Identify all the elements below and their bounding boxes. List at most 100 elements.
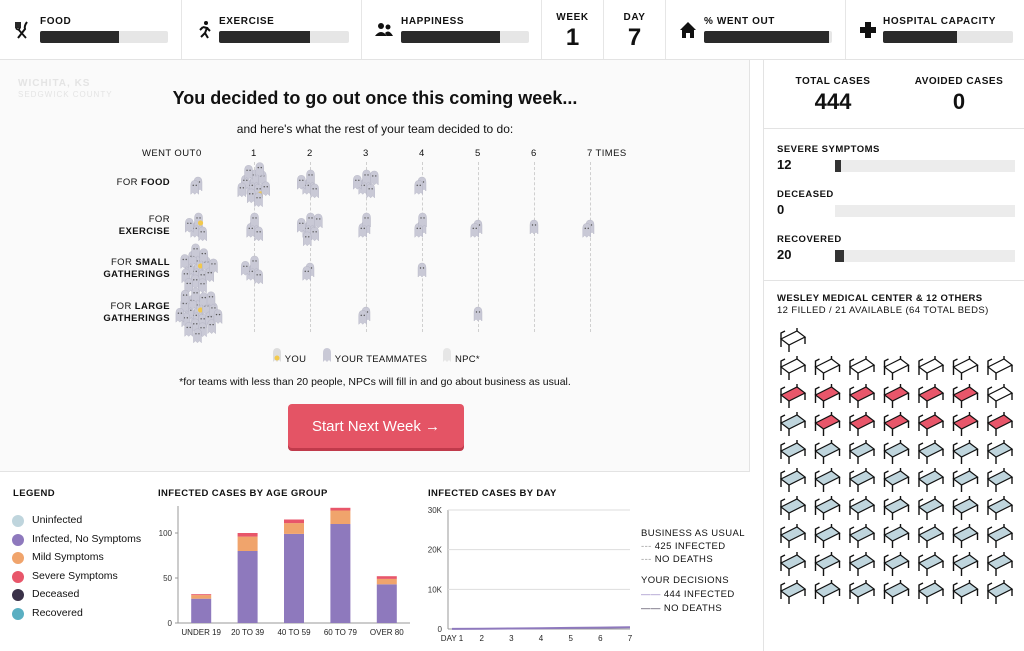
occupied-bed-icon <box>952 496 979 520</box>
occupied-bed-icon <box>779 412 807 436</box>
hospital-name: WESLEY MEDICAL CENTER & 12 OTHERS <box>777 293 983 304</box>
occupied-bed-icon <box>883 580 910 604</box>
occupied-bed-icon <box>883 552 910 576</box>
occupied-bed-icon <box>848 496 876 520</box>
occupied-bed-icon <box>848 468 876 492</box>
your-decisions-infected: —— 444 INFECTED <box>641 589 735 600</box>
age-bar-segment <box>376 576 397 579</box>
y-tick-label: 10K <box>428 585 443 594</box>
occupied-bed-icon <box>848 524 876 548</box>
legend-label: Infected, No Symptoms <box>32 532 142 545</box>
filled-bed-icon <box>952 412 979 436</box>
team-member-crowd <box>353 169 379 199</box>
team-member-crowd <box>237 162 270 208</box>
occupied-bed-icon <box>917 552 945 576</box>
occupied-bed-icon <box>917 496 945 520</box>
business-as-usual-title: BUSINESS AS USUAL <box>641 528 745 539</box>
series-line <box>451 626 631 630</box>
age-bar-segment <box>330 510 351 524</box>
day-chart-title: INFECTED CASES BY DAY <box>428 488 557 499</box>
teammate-figure <box>207 319 216 335</box>
filled-bed-icon <box>814 384 841 408</box>
total-cases-value: 444 <box>814 89 852 114</box>
teammate-figure <box>362 169 371 185</box>
age-bar-segment <box>284 523 304 534</box>
x-tick-label: 7 <box>628 634 633 643</box>
legend-teammates: YOUR TEAMMATES <box>322 348 427 365</box>
severe-symptoms-bar <box>835 160 1015 172</box>
recovered-bar <box>835 250 1015 262</box>
legend-label: Recovered <box>32 607 83 619</box>
teammate-figure <box>199 248 208 264</box>
occupied-bed-icon <box>986 496 1014 520</box>
x-tick-label: UNDER 19 <box>181 628 221 637</box>
day-value: 7 <box>627 24 642 51</box>
teammate-figure <box>362 212 371 228</box>
occupied-bed-icon <box>814 552 841 576</box>
legend-swatch <box>12 608 24 620</box>
food-label: FOOD <box>40 16 72 27</box>
filled-bed-icon <box>779 384 807 408</box>
column-header: 1 <box>251 148 257 159</box>
teammate-figure <box>470 223 479 238</box>
occupied-bed-icon <box>779 468 807 492</box>
column-header: 4 <box>419 148 425 159</box>
team-member-crowd <box>582 219 595 238</box>
teammate-figure <box>310 226 319 242</box>
row-label: FOR LARGE GATHERINGS <box>103 301 170 324</box>
people-icon <box>375 23 393 36</box>
column-header: 7 TIMES <box>587 148 627 159</box>
teammate-figure <box>199 292 208 308</box>
occupied-bed-icon <box>952 580 979 604</box>
column-guide <box>366 162 367 332</box>
teammate-figure <box>310 183 319 199</box>
happiness-label: HAPPINESS <box>401 16 465 27</box>
x-tick-label: 5 <box>568 634 573 643</box>
column-guide <box>422 162 423 332</box>
column-guide <box>478 162 479 332</box>
level-fill <box>401 31 500 43</box>
teammate-figure <box>198 278 207 294</box>
utensils-icon <box>15 21 28 39</box>
legend-you: YOU <box>272 348 306 365</box>
column-guide <box>534 162 535 332</box>
exercise-stat: EXERCISE <box>182 0 362 59</box>
teammate-figure <box>370 170 379 186</box>
recovered-stat: RECOVERED 20 <box>777 234 1015 262</box>
team-member-crowd <box>417 262 427 278</box>
hospital-capacity-label: HOSPITAL CAPACITY <box>883 16 996 27</box>
level-fill <box>40 31 120 43</box>
food-stat: FOOD <box>0 0 182 59</box>
legend-swatch <box>12 589 24 602</box>
recovered-label: RECOVERED <box>777 234 842 245</box>
house-icon <box>680 22 696 38</box>
team-member-crowd <box>180 243 218 294</box>
x-tick-label: 3 <box>509 634 514 643</box>
deceased-stat: DECEASED 0 <box>777 189 1015 217</box>
start-next-week-button[interactable]: Start Next Week → <box>288 404 464 448</box>
x-tick-label: 2 <box>479 634 484 643</box>
y-tick-label: 0 <box>438 625 443 634</box>
team-member-crowd <box>414 176 427 195</box>
legend-title: LEGEND <box>13 488 55 499</box>
teammate-figure <box>302 266 311 281</box>
level-fill <box>883 31 958 43</box>
legend-label: Deceased <box>32 588 80 601</box>
age-bar-segment <box>191 594 212 596</box>
team-member-crowd <box>358 212 371 238</box>
team-member-crowd <box>241 255 263 285</box>
npc-footnote: *for teams with less than 20 people, NPC… <box>179 376 571 388</box>
occupied-bed-icon <box>779 552 807 576</box>
x-tick-label: 20 TO 39 <box>231 628 265 637</box>
went-out-stat: % WENT OUT <box>666 0 846 59</box>
team-member-crowd <box>302 262 315 281</box>
occupied-bed-icon <box>917 440 945 464</box>
teammate-figure <box>244 165 253 180</box>
teammate-figure <box>180 289 190 305</box>
age-bar-segment <box>237 536 258 551</box>
level-fill <box>219 31 310 43</box>
teammate-icon <box>323 348 331 362</box>
teammate-figure <box>254 269 263 285</box>
exercise-label: EXERCISE <box>219 16 275 27</box>
divider <box>764 280 1024 281</box>
